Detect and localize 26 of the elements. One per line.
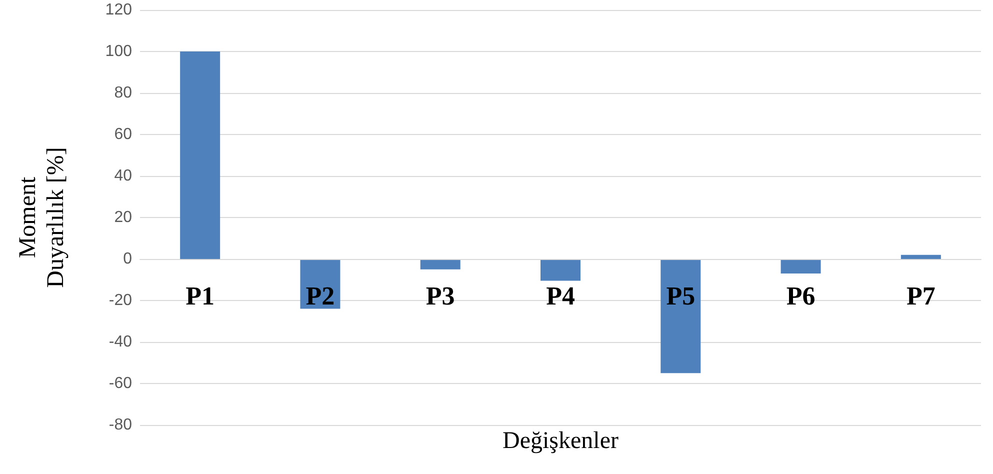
x-tick-label: P4 [546,282,575,310]
y-tick-label: 0 [123,250,132,268]
bar [540,259,580,281]
y-tick-label: -40 [108,334,132,350]
x-axis-title: Değişkenler [502,428,618,454]
bar [900,254,941,259]
bar [180,52,220,259]
y-axis-title: Moment Duyarlılık [%] [15,147,69,288]
y-tick-label: 40 [114,168,132,184]
y-tick-label: 120 [105,2,132,18]
bar [660,259,701,374]
x-tick-label: P1 [186,282,215,310]
x-tick-label: P2 [306,282,335,310]
y-tick-label: -60 [108,375,132,392]
y-tick-label: -80 [108,416,132,434]
x-tick-label: P7 [906,282,936,310]
bar [420,259,460,270]
x-tick-label: P5 [666,282,696,310]
y-tick-label: 60 [114,126,132,143]
y-tick-label: 20 [114,209,132,226]
bar [780,259,821,274]
y-tick-label: -20 [108,292,132,309]
x-tick-label: P6 [786,282,816,310]
y-tick-label: 80 [114,84,132,102]
x-tick-label: P3 [426,282,455,310]
y-tick-label: 100 [105,43,132,60]
